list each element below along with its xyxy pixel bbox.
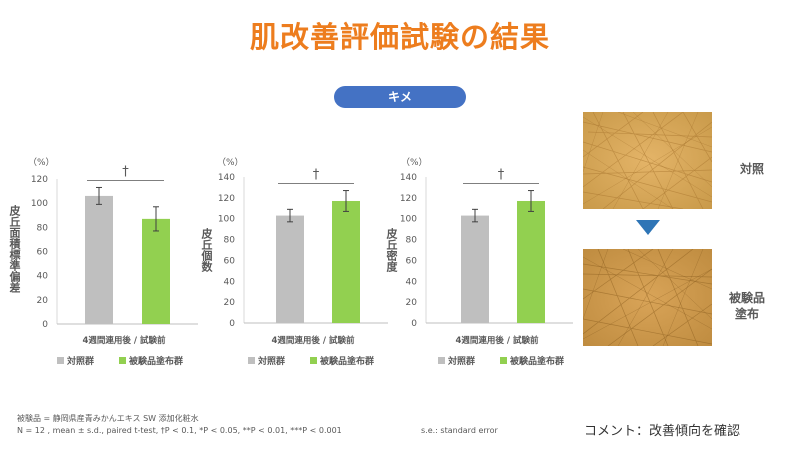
footnote-product: 被験品 = 静岡県産青みかんエキス SW 添加化粧水 [17, 414, 199, 423]
chart-3-legend-label-2: 被験品塗布群 [510, 355, 564, 367]
section-pill: キメ [334, 86, 466, 108]
chart-3-tick-label: 20 [406, 298, 418, 308]
chart-2-tick-label: 140 [218, 173, 235, 183]
test-product-skin-photo [582, 248, 713, 347]
chart-3-tick-label: 80 [406, 236, 418, 246]
chart-2-tick-label: 40 [224, 277, 236, 287]
chart-2-tick-label: 0 [229, 319, 235, 329]
chart-2-unit: （%） [217, 158, 244, 168]
chart-3-tick-label: 0 [411, 319, 417, 329]
test-product-photo-label: 被験品 塗布 [728, 291, 765, 321]
chart-3-ylabel: 皮丘密度 [385, 228, 398, 272]
chart-3-legend-swatch-2 [500, 357, 507, 364]
chart-2-legend-label-1: 対照群 [257, 355, 285, 367]
chart-3-tick-label: 140 [400, 173, 417, 183]
chart-1-legend-swatch-2 [119, 357, 126, 364]
chart-3-legend-swatch-1 [438, 357, 445, 364]
chart-2-xlabel: 4週間連用後 / 試験前 [272, 335, 355, 346]
chart-3-tick-label: 40 [406, 277, 418, 287]
chart-1-bar-2 [142, 218, 170, 324]
chart-2-tick-label: 120 [218, 194, 235, 204]
chart-2-ylabel: 皮丘個数 [200, 228, 213, 272]
chart-1-tick-label: 60 [37, 248, 49, 258]
chart-3-tick-label: 60 [406, 256, 418, 266]
chart-1-tick-label: 80 [37, 223, 49, 233]
chart-3-bar-2 [517, 200, 545, 323]
chart-3-tick-label: 100 [400, 215, 417, 225]
footnote-se: s.e.: standard error [421, 426, 498, 435]
chart-1-ylabel: 皮丘面積標準偏差 [8, 205, 21, 293]
chart-1-tick-label: 0 [42, 320, 48, 330]
chart-3-legend-label-1: 対照群 [447, 355, 475, 367]
chart-2-bar-2 [332, 200, 360, 323]
chart-3-significance-mark: † [498, 168, 505, 183]
footnote-stats: N = 12 , mean ± s.d., paired t-test, †P … [17, 426, 342, 435]
chart-1-legend-label-1: 対照群 [66, 355, 94, 367]
chart-3-xlabel: 4週間連用後 / 試験前 [456, 335, 539, 346]
chart-1-legend-swatch-1 [57, 357, 64, 364]
chart-2-tick-label: 20 [224, 298, 236, 308]
chart-1-legend-label-2: 被験品塗布群 [129, 355, 183, 367]
chart-1-tick-label: 100 [31, 199, 48, 209]
chart-1-unit: （%） [28, 158, 55, 168]
control-photo-label: 対照 [739, 162, 764, 176]
chart-1-tick-label: 40 [37, 272, 49, 282]
chart-3-tick-label: 120 [400, 194, 417, 204]
chart-3-bar-1 [461, 215, 489, 323]
page-title: 肌改善評価試験の結果 [249, 20, 550, 54]
chart-1-significance-mark: † [122, 164, 129, 179]
chart-3-unit: （%） [401, 158, 428, 168]
chart-1-tick-label: 20 [37, 296, 49, 306]
chart-2-tick-label: 60 [224, 256, 236, 266]
chart-2-tick-label: 80 [224, 236, 236, 246]
down-arrow-icon [636, 220, 660, 235]
chart-2-legend-swatch-2 [310, 357, 317, 364]
chart-2-legend-label-2: 被験品塗布群 [320, 355, 374, 367]
comment-text: コメント：改善傾向を確認 [584, 424, 741, 439]
chart-2-bar-1 [276, 215, 304, 323]
chart-1-xlabel: 4週間連用後 / 試験前 [83, 335, 166, 346]
chart-1-tick-label: 120 [31, 175, 48, 185]
control-skin-photo [582, 111, 713, 210]
chart-2-legend-swatch-1 [248, 357, 255, 364]
chart-2-tick-label: 100 [218, 215, 235, 225]
chart-2-significance-mark: † [313, 168, 320, 183]
chart-1-bar-1 [85, 195, 113, 324]
